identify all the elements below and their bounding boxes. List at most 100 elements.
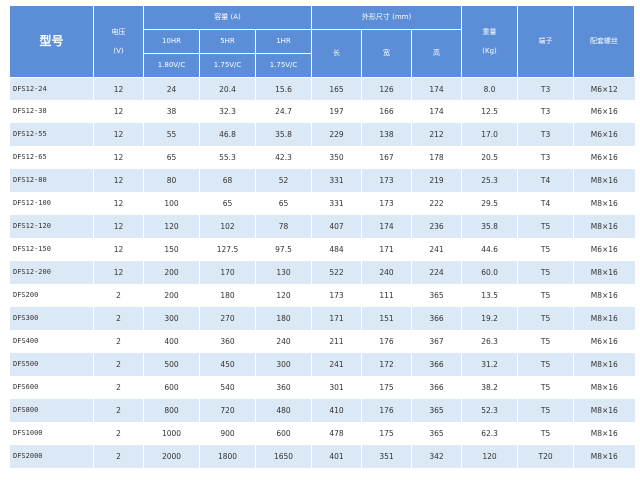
- table-row: DFS12-200 12 200 170 130 522 240 224 60.0 T5 M8×16: [9, 261, 635, 284]
- cell-capacity-10hr: 65: [143, 146, 200, 169]
- cell-capacity-1hr: 120: [254, 284, 312, 307]
- cell-bolt: M8×16: [573, 353, 635, 376]
- cell-width: 176: [361, 330, 412, 353]
- cell-model: DFS500: [9, 353, 94, 376]
- cell-capacity-10hr: 400: [143, 330, 200, 353]
- cell-terminal: T5: [517, 284, 574, 307]
- table-header: 型号 电压 (V) 容量 (A) 外形尺寸 (mm) 重量 (Kg) 端子 配套…: [9, 5, 636, 78]
- table-row: DFS12-150 12 150 127.5 97.5 484 171 241 44.6 T5 M6…: [9, 238, 635, 261]
- cell-capacity-5hr: 720: [199, 399, 256, 422]
- cell-width: 173: [361, 169, 412, 192]
- cell-bolt: M8×16: [573, 376, 635, 399]
- cell-bolt: M8×16: [573, 422, 635, 445]
- cell-model: DFS2000: [9, 445, 94, 468]
- header-weight-unit: (Kg): [482, 46, 497, 55]
- table-row: DFS12-100 12 100 65 65 331 173 222 29.5 T4 M8×16: [9, 192, 635, 215]
- cell-bolt: M8×16: [573, 215, 635, 238]
- header-length: 长: [311, 29, 363, 78]
- header-terminal: 端子: [517, 5, 575, 78]
- cell-model: DFS12-38: [9, 100, 94, 123]
- cell-model: DFS600: [9, 376, 94, 399]
- header-height: 高: [411, 29, 463, 78]
- table-row: DFS12-24 12 24 20.4 15.6 165 126 174 8.0 T3 M6×12: [9, 77, 635, 100]
- cell-capacity-1hr: 15.6: [254, 77, 312, 100]
- cell-length: 211: [311, 330, 362, 353]
- cell-capacity-10hr: 1000: [143, 422, 200, 445]
- table-row: DFS12-65 12 65 55.3 42.3 350 167 178 20.5 T3 M6×16: [9, 146, 635, 169]
- cell-height: 241: [411, 238, 462, 261]
- table-row: DFS800 2 800 720 480 410 176 365 52.3 T5 M8×16: [9, 399, 635, 422]
- cell-weight: 38.2: [461, 376, 518, 399]
- cell-capacity-1hr: 1650: [254, 445, 312, 468]
- cell-terminal: T5: [517, 399, 574, 422]
- cell-bolt: M6×16: [573, 238, 635, 261]
- cell-capacity-5hr: 1800: [199, 445, 256, 468]
- header-width: 宽: [361, 29, 413, 78]
- cell-bolt: M6×16: [573, 123, 635, 146]
- cell-model: DFS200: [9, 284, 94, 307]
- cell-voltage: 2: [93, 307, 144, 330]
- cell-voltage: 12: [93, 100, 144, 123]
- cell-capacity-10hr: 80: [143, 169, 200, 192]
- cell-capacity-5hr: 450: [199, 353, 256, 376]
- cell-length: 301: [311, 376, 362, 399]
- cell-height: 342: [411, 445, 462, 468]
- cell-terminal: T5: [517, 238, 574, 261]
- header-weight-label: 重量: [482, 27, 497, 36]
- cell-weight: 26.3: [461, 330, 518, 353]
- cell-bolt: M8×16: [573, 261, 635, 284]
- cell-terminal: T5: [517, 330, 574, 353]
- cell-terminal: T3: [517, 123, 574, 146]
- cell-capacity-5hr: 170: [199, 261, 256, 284]
- cell-capacity-10hr: 200: [143, 284, 200, 307]
- cell-model: DFS12-55: [9, 123, 94, 146]
- cell-width: 351: [361, 445, 412, 468]
- cell-bolt: M6×16: [573, 100, 635, 123]
- cell-height: 366: [411, 353, 462, 376]
- cell-capacity-1hr: 180: [254, 307, 312, 330]
- cell-length: 350: [311, 146, 362, 169]
- cell-bolt: M8×16: [573, 284, 635, 307]
- header-weight: 重量 (Kg): [461, 5, 519, 78]
- cell-width: 126: [361, 77, 412, 100]
- header-voltage-label: 电压: [111, 27, 126, 36]
- cell-capacity-10hr: 2000: [143, 445, 200, 468]
- cell-model: DFS12-24: [9, 77, 94, 100]
- cell-capacity-10hr: 300: [143, 307, 200, 330]
- cell-width: 173: [361, 192, 412, 215]
- header-rate-10hr: 10HR: [143, 29, 200, 54]
- cell-voltage: 2: [93, 445, 144, 468]
- cell-length: 165: [311, 77, 362, 100]
- cell-terminal: T5: [517, 353, 574, 376]
- cell-voltage: 12: [93, 261, 144, 284]
- cell-voltage: 2: [93, 376, 144, 399]
- cell-width: 172: [361, 353, 412, 376]
- cell-voltage: 2: [93, 353, 144, 376]
- cell-capacity-1hr: 78: [254, 215, 312, 238]
- cell-length: 331: [311, 192, 362, 215]
- cell-capacity-1hr: 65: [254, 192, 312, 215]
- cell-capacity-1hr: 360: [254, 376, 312, 399]
- cell-bolt: M8×16: [573, 192, 635, 215]
- cell-capacity-5hr: 102: [199, 215, 256, 238]
- header-rate-1hr: 1HR: [254, 29, 313, 54]
- cell-capacity-10hr: 200: [143, 261, 200, 284]
- cell-terminal: T5: [517, 422, 574, 445]
- cell-weight: 120: [461, 445, 518, 468]
- cell-bolt: M8×16: [573, 307, 635, 330]
- header-voltage-1hr: 1.75V/C: [254, 53, 313, 78]
- cell-weight: 52.3: [461, 399, 518, 422]
- cell-weight: 20.5: [461, 146, 518, 169]
- cell-weight: 44.6: [461, 238, 518, 261]
- table-row: DFS500 2 500 450 300 241 172 366 31.2 T5 M8×16: [9, 353, 635, 376]
- cell-capacity-1hr: 97.5: [254, 238, 312, 261]
- cell-capacity-10hr: 120: [143, 215, 200, 238]
- cell-length: 522: [311, 261, 362, 284]
- cell-height: 222: [411, 192, 462, 215]
- cell-height: 365: [411, 284, 462, 307]
- cell-model: DFS1000: [9, 422, 94, 445]
- cell-model: DFS12-200: [9, 261, 94, 284]
- cell-height: 212: [411, 123, 462, 146]
- cell-capacity-10hr: 600: [143, 376, 200, 399]
- cell-capacity-5hr: 68: [199, 169, 256, 192]
